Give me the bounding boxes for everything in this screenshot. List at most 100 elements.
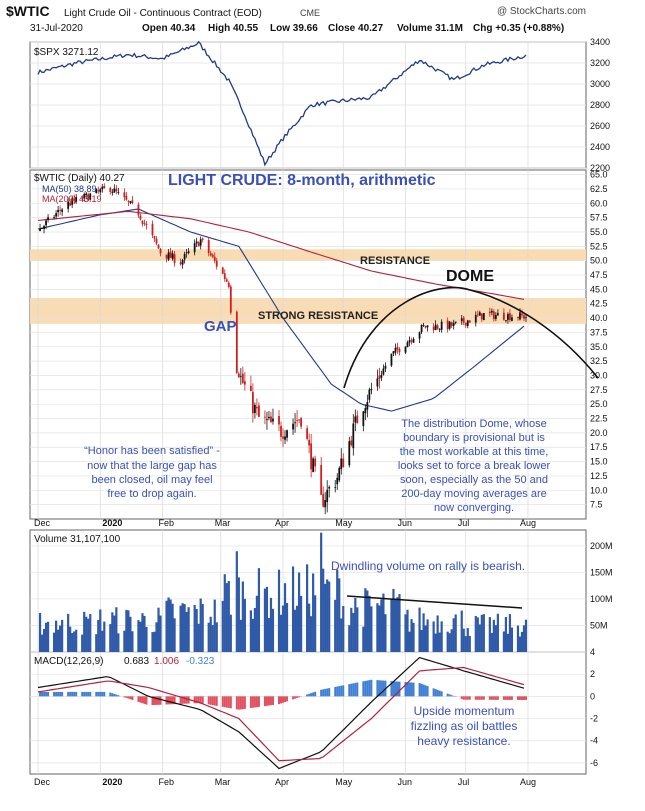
volume-bar [103,622,105,652]
price-candle [172,253,174,258]
x-tick-label: May [335,518,353,528]
volume-bar [57,630,59,652]
macd-histogram-bar [477,696,479,699]
volume-bar [258,568,260,652]
volume-bar [435,634,437,652]
price-y-tick: 45.0 [590,284,608,294]
macd-histogram-bar [85,692,87,696]
macd-histogram-bar [491,696,493,699]
macd-histogram-bar [348,684,350,696]
macd-histogram-bar [322,689,324,696]
volume-bar [376,603,378,652]
volume-bar [441,621,443,652]
volume-bar [244,599,246,652]
macd-histogram-bar [97,692,99,696]
macd-histogram-bar [419,683,421,696]
volume-bar [461,611,463,652]
macd-histogram-bar [421,684,423,697]
macd-histogram-bar [425,685,427,696]
macd-histogram-bar [447,694,449,697]
price-y-tick: 65.0 [590,170,608,180]
macd-histogram-bar [258,696,260,707]
volume-bar [236,551,238,652]
price-candle [258,406,260,417]
price-candle [348,441,350,465]
volume-bar [410,619,412,652]
price-candle [99,189,101,192]
macd-histogram-bar [41,692,43,696]
price-candle [324,500,326,507]
volume-bar [254,608,256,652]
x-tick-label: 2020 [102,518,122,528]
volume-bar [424,625,426,652]
volume-bar [81,635,83,652]
volume-bar [390,600,392,652]
macd-histogram-bar [59,692,61,696]
volume-bar [342,606,344,652]
macd-histogram-bar [439,691,441,697]
volume-bar [208,623,210,652]
dome-label: DOME [446,268,494,285]
volume-bar [216,622,218,652]
price-y-tick: 25.0 [590,399,608,409]
price-candle [449,322,451,329]
volume-bar [465,636,467,652]
price-candle [174,254,176,263]
price-candle [320,465,322,495]
price-candle [423,325,425,326]
volume-bar [39,613,41,652]
price-candle [292,424,294,430]
price-candle [395,348,397,353]
volume-bar [83,612,85,652]
price-candle [226,279,228,281]
macd-histogram-bar [294,696,296,698]
volume-bar [210,617,212,652]
price-candle [503,313,505,320]
price-candle [523,315,525,319]
price-y-tick: 7.5 [590,500,603,510]
volume-bar [141,613,143,652]
macd-histogram-bar [286,696,288,701]
price-candle [300,418,302,427]
price-y-tick: 40.0 [590,313,608,323]
price-candle [411,340,413,341]
price-candle [298,420,300,421]
macd-histogram-bar [507,696,509,700]
price-candle [188,251,190,253]
volume-bar [491,633,493,652]
macd-histogram-bar [228,696,230,708]
macd-histogram-bar [224,696,226,707]
macd-histogram-bar [463,696,465,699]
price-candle [467,321,469,326]
macd-histogram-bar [113,694,115,696]
macd-legend-hist: -0.323 [186,656,215,667]
price-candle [495,315,497,319]
price-candle [310,443,312,469]
volume-bar [47,622,49,652]
price-candle [198,242,200,246]
volume-bar [143,616,145,652]
price-candle [282,436,284,438]
credit: @ StockCharts.com [497,6,586,17]
volume-legend: Volume 31,107,100 [34,534,121,545]
price-candle [419,332,421,338]
macd-histogram-bar [71,692,73,696]
spx-line [38,42,526,165]
spx-series [38,42,526,165]
volume-bar [53,633,55,652]
macd-histogram-bar [306,695,308,697]
volume-bar [41,635,43,652]
price-y-tick: 52.5 [590,241,608,251]
price-candle [336,478,338,484]
price-candle [525,317,527,318]
price-y-tick: 57.5 [590,213,608,223]
volume-bar [469,636,471,652]
price-candle [254,405,256,413]
volume-bar [352,613,354,652]
volume-bar [95,634,97,652]
price-candle [433,327,435,331]
macd-histogram-bar [125,696,127,698]
macd-histogram-bar [334,687,336,696]
macd-histogram-bar [461,696,463,699]
macd-histogram-bar [103,692,105,696]
